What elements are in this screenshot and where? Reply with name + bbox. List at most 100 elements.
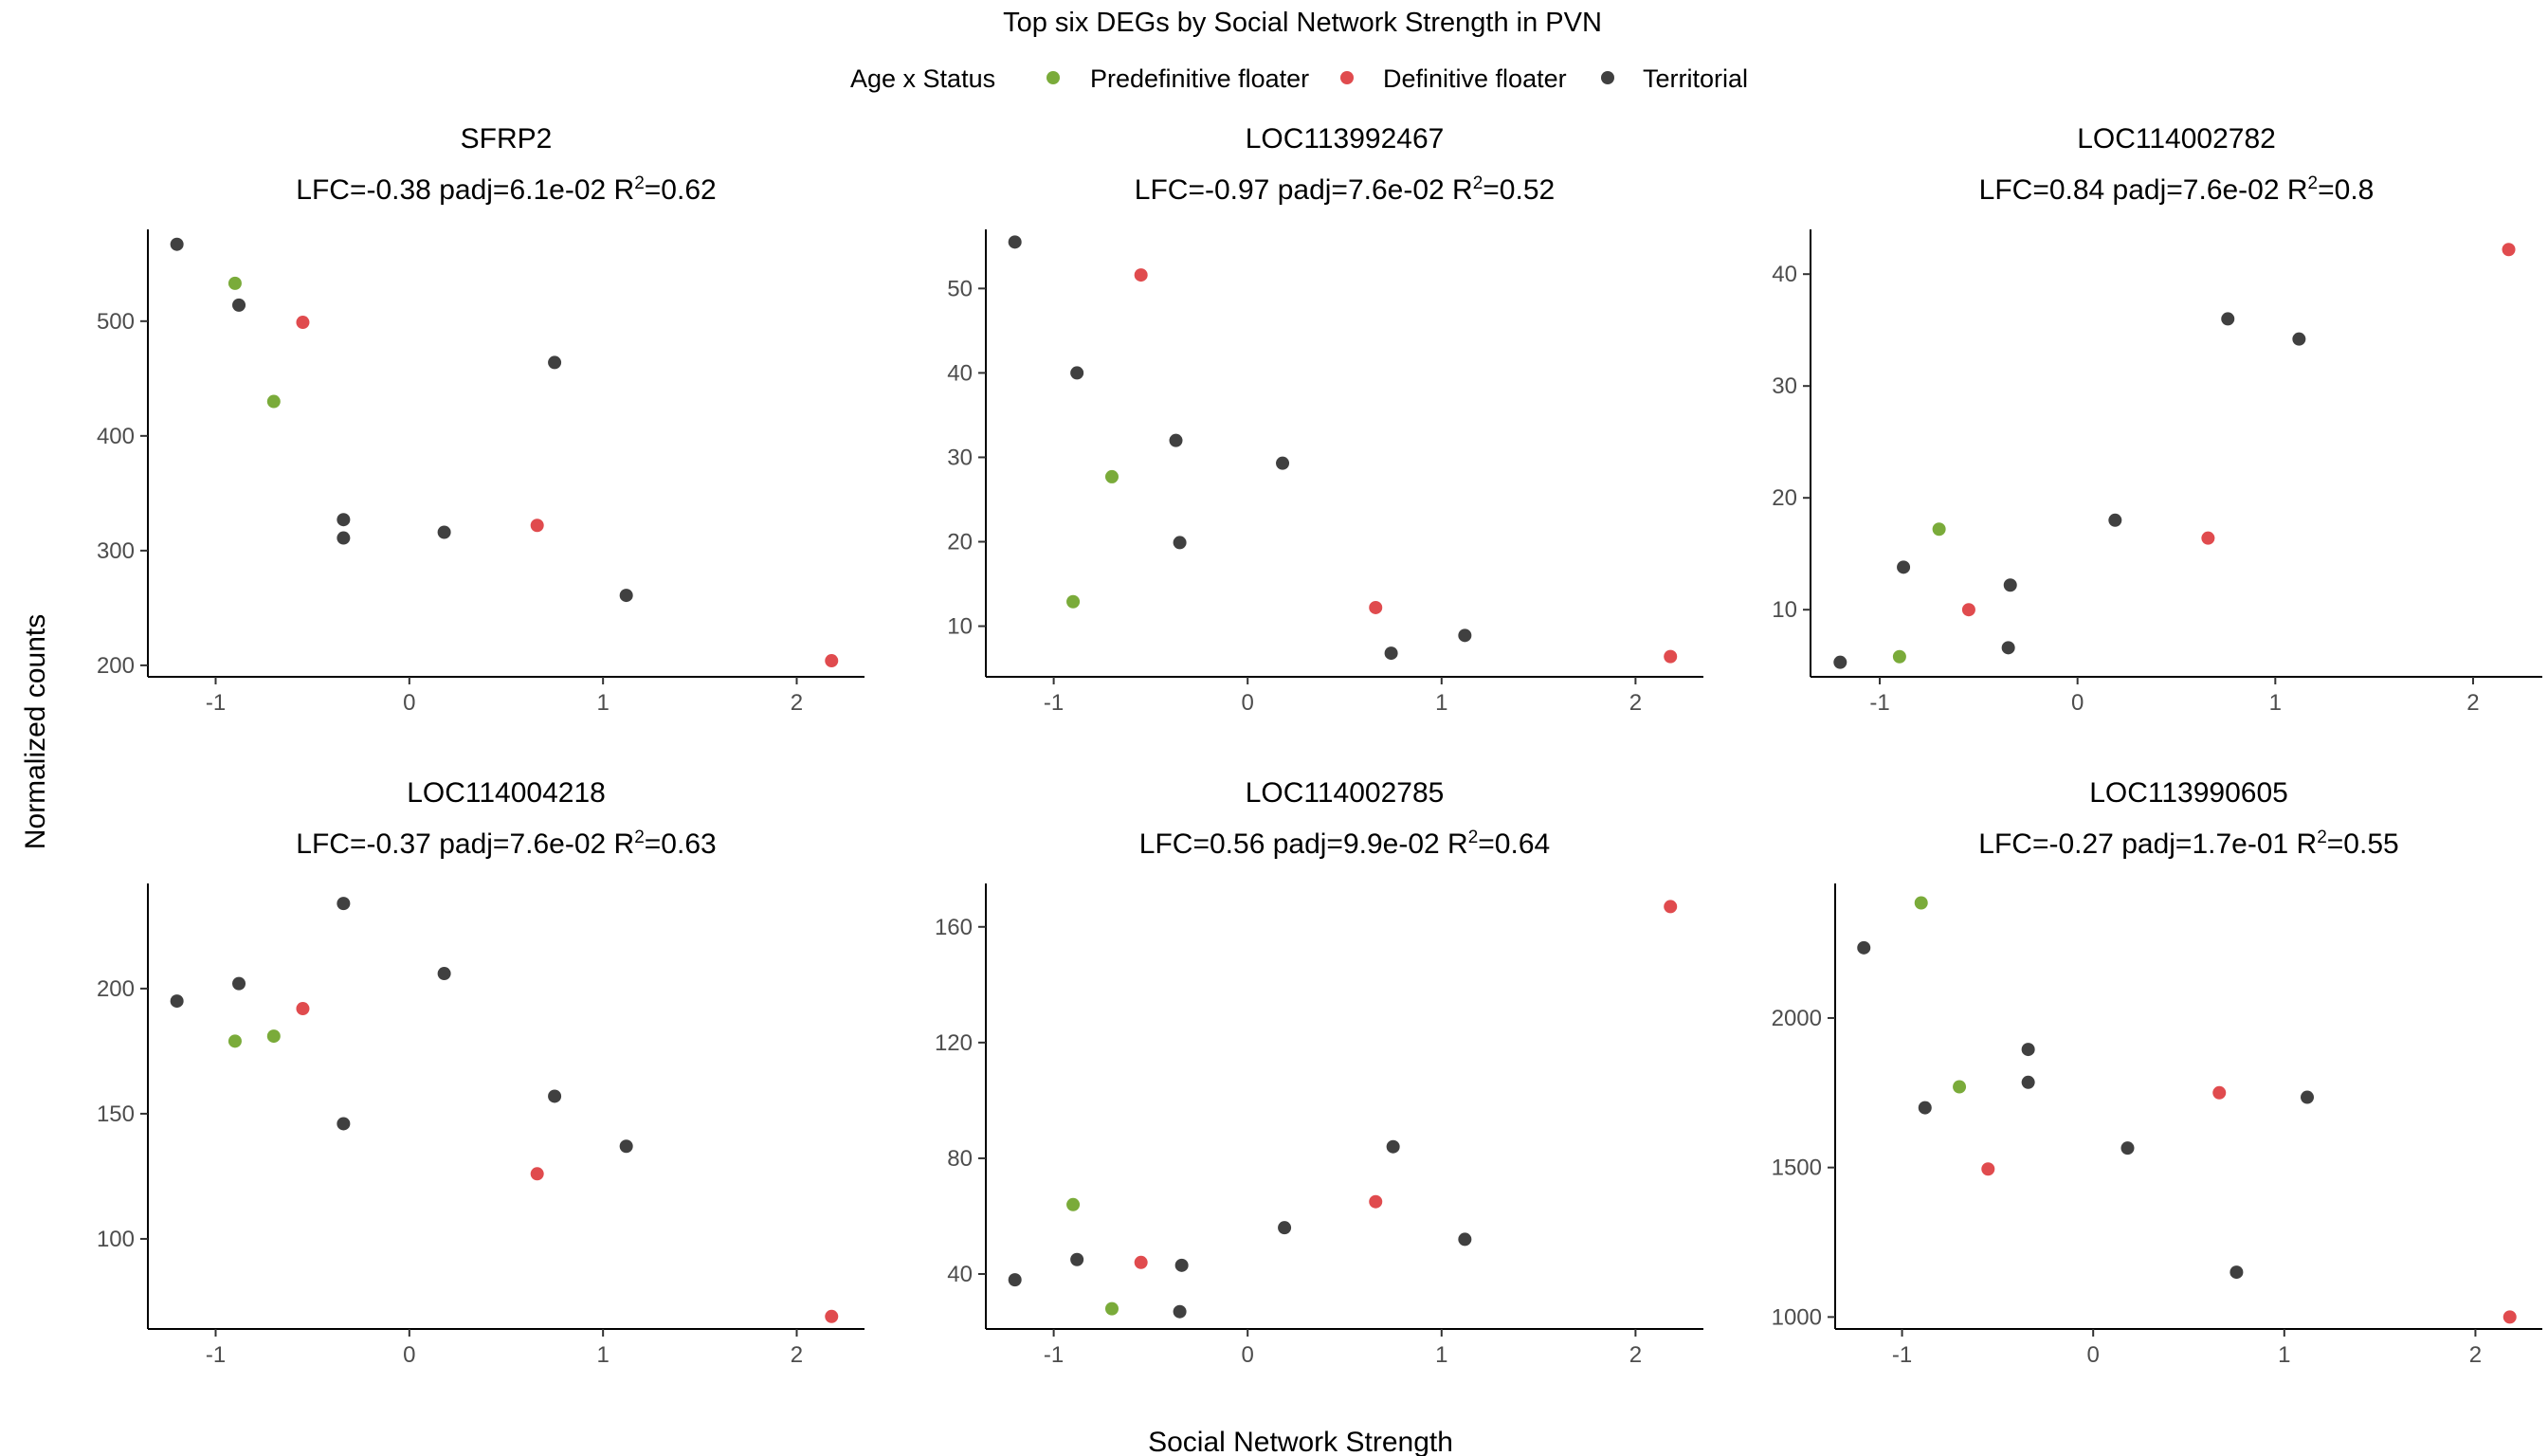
data-point [2230, 1265, 2244, 1280]
data-point [2221, 312, 2235, 326]
data-point [1173, 536, 1187, 550]
data-point [266, 1029, 281, 1044]
panel-title: LOC114004218 [407, 777, 606, 809]
data-point [2301, 1090, 2315, 1104]
legend: Age x Status Predefinitive floater Defin… [850, 64, 1748, 93]
x-tick-label: 0 [403, 690, 415, 716]
y-tick-label: 400 [97, 424, 135, 449]
legend-label-territorial: Territorial [1643, 64, 1748, 93]
y-tick-label: 200 [97, 976, 135, 1002]
data-point [1918, 1101, 1932, 1115]
x-tick-label: 1 [1435, 1342, 1447, 1368]
data-point [1104, 469, 1119, 483]
data-point [619, 1139, 633, 1154]
y-tick-label: 2000 [1772, 1006, 1822, 1031]
panel-title: LOC114002782 [2077, 123, 2276, 155]
y-tick-label: 10 [1772, 597, 1797, 623]
data-point [1169, 433, 1183, 447]
data-point [1104, 1301, 1119, 1316]
x-tick-label: 1 [1435, 690, 1447, 716]
data-point [2212, 1085, 2227, 1100]
data-point [228, 1034, 242, 1048]
data-point [1914, 896, 1928, 910]
x-tick-label: 2 [1629, 690, 1642, 716]
panel-stats: LFC=-0.38 padj=6.1e-02 R2=0.62 [296, 173, 716, 206]
data-point [2502, 243, 2516, 257]
data-point [228, 276, 242, 290]
data-point [1369, 1194, 1383, 1209]
y-tick-label: 10 [947, 614, 973, 640]
panel-SFRP2: SFRP2 LFC=-0.38 padj=6.1e-02 R2=0.62 -1 0 1 2… [97, 123, 864, 716]
data-point [1664, 649, 1678, 664]
data-point [825, 654, 839, 668]
legend-label-definitive: Definitive floater [1383, 64, 1567, 93]
data-point [1174, 1258, 1189, 1272]
y-axis-title: Normalized counts [20, 614, 51, 849]
data-point [825, 1309, 839, 1323]
data-point [1070, 366, 1084, 380]
data-point [1134, 1255, 1148, 1269]
y-tick-label: 300 [97, 538, 135, 564]
x-tick-label: 0 [2087, 1342, 2100, 1368]
figure-title: Top six DEGs by Social Network Strength … [1003, 8, 1602, 38]
x-tick-label: 2 [791, 1342, 803, 1368]
x-tick-label: -1 [206, 1342, 226, 1368]
y-tick-label: 1500 [1772, 1156, 1822, 1181]
data-point [170, 237, 184, 251]
y-tick-label: 40 [1772, 262, 1797, 287]
x-tick-label: 1 [2278, 1342, 2290, 1368]
data-point [1664, 900, 1678, 914]
data-point [2021, 1075, 2035, 1089]
y-tick-label: 100 [97, 1227, 135, 1252]
data-point [548, 355, 562, 370]
x-tick-label: 2 [2466, 690, 2479, 716]
x-tick-label: 0 [403, 1342, 415, 1368]
data-point [337, 513, 351, 527]
y-tick-label: 1000 [1772, 1304, 1822, 1330]
data-point [2001, 641, 2015, 655]
x-tick-label: 2 [2469, 1342, 2482, 1368]
data-point [1134, 268, 1148, 282]
data-point [337, 531, 351, 545]
data-point [170, 994, 184, 1009]
x-axis-title: Social Network Strength [1148, 1427, 1453, 1456]
y-tick-label: 20 [947, 530, 973, 555]
x-tick-label: 0 [2071, 690, 2084, 716]
y-tick-label: 150 [97, 1101, 135, 1127]
panel-stats: LFC=0.84 padj=7.6e-02 R2=0.8 [1979, 173, 2375, 206]
panel-LOC114002782: LOC114002782 LFC=0.84 padj=7.6e-02 R2=0.8… [1772, 123, 2542, 716]
y-tick-label: 30 [1772, 373, 1797, 399]
data-point [1458, 628, 1472, 643]
data-point [619, 589, 633, 603]
panel-title: LOC114002785 [1246, 777, 1445, 809]
data-point [548, 1089, 562, 1103]
data-point [2108, 513, 2122, 527]
data-point [1833, 655, 1847, 669]
data-point [2003, 578, 2017, 592]
legend-swatch-predefinitive [1046, 71, 1060, 84]
x-tick-label: 2 [791, 690, 803, 716]
data-point [1070, 1252, 1084, 1266]
x-tick-label: -1 [1044, 1342, 1064, 1368]
data-point [1276, 456, 1290, 470]
y-tick-label: 20 [1772, 485, 1797, 511]
legend-swatch-territorial [1601, 71, 1614, 84]
data-point [1892, 649, 1906, 664]
y-tick-label: 80 [947, 1146, 973, 1172]
x-tick-label: 2 [1629, 1342, 1642, 1368]
data-point [1857, 940, 1871, 955]
legend-label-predefinitive: Predefinitive floater [1090, 64, 1309, 93]
panel-stats: LFC=0.56 padj=9.9e-02 R2=0.64 [1139, 828, 1550, 860]
data-point [296, 1002, 310, 1016]
data-point [437, 967, 451, 981]
panel-LOC114002785: LOC114002785 LFC=0.56 padj=9.9e-02 R2=0.6… [935, 777, 1703, 1368]
panel-title: LOC113990605 [2089, 777, 2288, 809]
x-tick-label: -1 [206, 690, 226, 716]
legend-title: Age x Status [850, 64, 995, 93]
data-point [1066, 1197, 1081, 1211]
data-point [1008, 1273, 1022, 1287]
panel-stats: LFC=-0.27 padj=1.7e-01 R2=0.55 [1978, 828, 2398, 860]
x-tick-label: 1 [596, 690, 609, 716]
data-point [296, 316, 310, 330]
